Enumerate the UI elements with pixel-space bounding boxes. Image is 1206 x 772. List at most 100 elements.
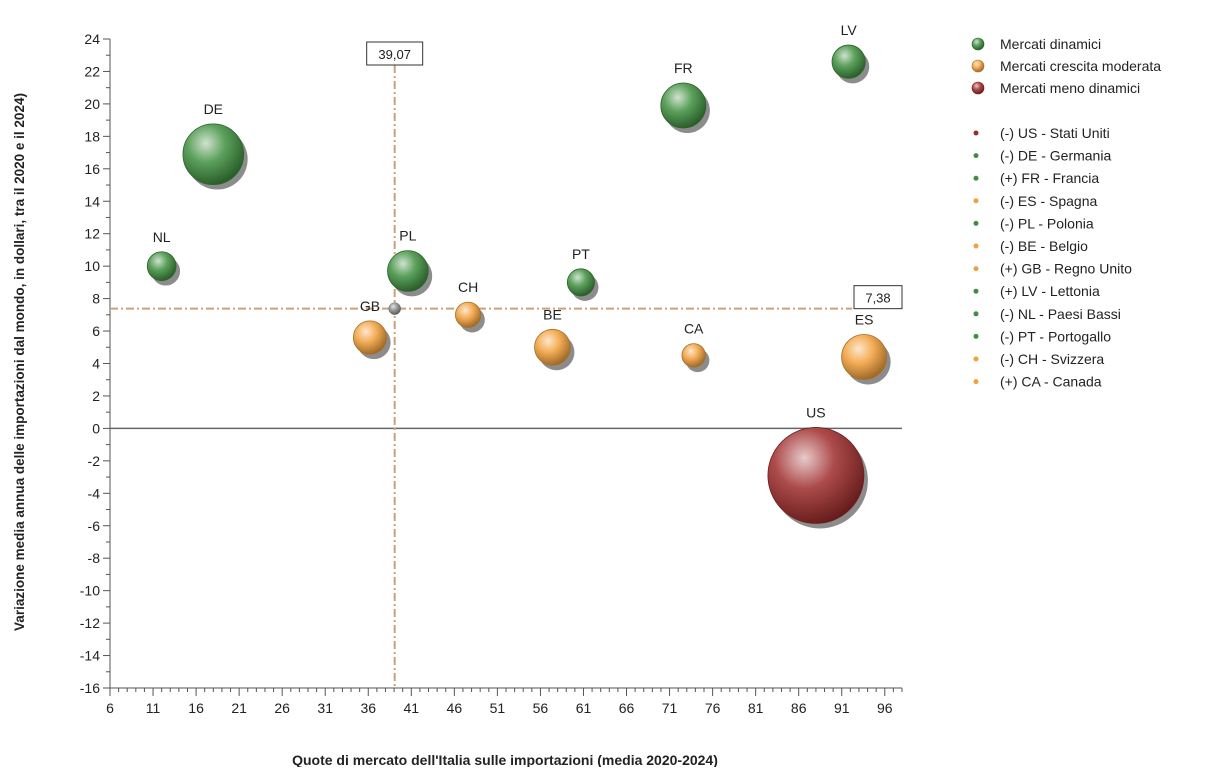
reference-lines: 39,07 7,38 — [110, 41, 903, 688]
y-tick-label: 18 — [84, 128, 100, 144]
x-axis-title: Quote di mercato dell'Italia sulle impor… — [292, 752, 718, 767]
legend-country-label-us: (-) US - Stati Uniti — [1000, 125, 1110, 141]
bubble-label-lv: LV — [841, 22, 858, 38]
legend-country-marker — [973, 153, 979, 159]
legend-country-label-es: (-) ES - Spagna — [1000, 193, 1097, 209]
legend-country-marker — [973, 333, 979, 339]
y-tick-label: -10 — [80, 583, 100, 599]
bubble-pl — [387, 250, 429, 292]
x-tick-label: 6 — [106, 700, 114, 716]
legend-country-marker — [973, 130, 979, 136]
y-tick-label: 4 — [92, 356, 100, 372]
y-tick-label: 16 — [84, 161, 100, 177]
y-tick-label: -8 — [88, 550, 101, 566]
x-tick-label: 51 — [490, 700, 506, 716]
bubble-label-pt: PT — [572, 246, 590, 262]
bubble-label-de: DE — [204, 101, 223, 117]
y-tick-label: -16 — [80, 680, 100, 696]
reference-intersection-marker — [388, 302, 401, 315]
bubbles — [146, 44, 891, 529]
y-reference-label: 7,38 — [865, 291, 890, 306]
y-tick-label: 12 — [84, 226, 100, 242]
bubble-de — [182, 123, 245, 185]
x-tick-label: 81 — [748, 700, 764, 716]
x-tick-label: 26 — [274, 700, 290, 716]
bubble-label-gb: GB — [360, 298, 380, 314]
y-tick-label: 22 — [84, 63, 100, 79]
x-tick-label: 56 — [533, 700, 549, 716]
bubble-labels: US DE FR ES PL BE GB LV NL PT CH CA — [153, 22, 874, 420]
bubble-pt — [566, 268, 595, 297]
y-tick-label: 20 — [84, 96, 100, 112]
bubble-ch — [455, 301, 482, 328]
legend-category-marker — [971, 59, 985, 73]
legend-country-marker — [973, 311, 979, 317]
bubble-es — [841, 334, 888, 380]
bubble-nl — [146, 251, 177, 281]
y-tick-label: 0 — [92, 420, 100, 436]
y-tick-label: -12 — [80, 615, 100, 631]
x-tick-label: 21 — [231, 700, 247, 716]
x-tick-label: 91 — [834, 700, 850, 716]
legend-country-marker — [973, 198, 979, 204]
y-axis-title: Variazione media annua delle importazion… — [12, 93, 27, 631]
legend-country-label-de: (-) DE - Germania — [1000, 148, 1111, 164]
bubble-label-be: BE — [543, 306, 562, 322]
x-tick-label: 71 — [662, 700, 678, 716]
y-tick-label: 10 — [84, 258, 100, 274]
y-tick-label: 2 — [92, 388, 100, 404]
legend-country-label-ch: (-) CH - Svizzera — [1000, 351, 1104, 367]
legend-category-label: Mercati meno dinamici — [1000, 80, 1140, 96]
x-tick-label: 61 — [576, 700, 592, 716]
legend-category-marker — [971, 81, 985, 95]
x-reference-label-box — [366, 41, 424, 66]
legend-country-marker — [973, 220, 979, 226]
x-tick-label: 16 — [188, 700, 204, 716]
y-tick-label: 14 — [84, 193, 100, 209]
bubble-label-es: ES — [855, 311, 874, 327]
legend-country-label-nl: (-) NL - Paesi Bassi — [1000, 306, 1121, 322]
legend-country-label-pt: (-) PT - Portogallo — [1000, 328, 1111, 344]
bubble-lv — [831, 44, 866, 79]
bubble-label-us: US — [806, 404, 825, 420]
y-tick-label: -2 — [88, 453, 101, 469]
x-tick-label: 11 — [146, 700, 161, 716]
legend-category-label: Mercati dinamici — [1000, 36, 1101, 52]
y-tick-label: 6 — [92, 323, 100, 339]
y-tick-label: 24 — [84, 31, 100, 47]
bubble-us — [767, 427, 865, 524]
bubble-label-ch: CH — [458, 279, 478, 295]
bubble-fr — [660, 82, 707, 129]
bubble-label-pl: PL — [399, 228, 416, 244]
legend-country-marker — [973, 243, 979, 249]
bubble-label-nl: NL — [153, 229, 171, 245]
bubble-gb — [352, 320, 388, 355]
x-tick-label: 86 — [791, 700, 807, 716]
bubble-ca — [681, 343, 706, 368]
legend-country-label-pl: (-) PL - Polonia — [1000, 215, 1094, 231]
legend-country-marker — [973, 356, 979, 362]
bubble-label-ca: CA — [684, 321, 704, 337]
bubble-label-fr: FR — [674, 60, 693, 76]
y-tick-label: 8 — [92, 291, 100, 307]
legend-country-marker — [973, 379, 979, 385]
x-tick-label: 31 — [317, 700, 333, 716]
legend-country-label-lv: (+) LV - Lettonia — [1000, 283, 1100, 299]
legend-country-label-ca: (+) CA - Canada — [1000, 374, 1102, 390]
x-tick-label: 46 — [447, 700, 463, 716]
bubble-be — [534, 328, 571, 366]
x-tick-label: 66 — [619, 700, 635, 716]
legend-country-label-fr: (+) FR - Francia — [1000, 170, 1099, 186]
x-tick-label: 76 — [705, 700, 721, 716]
axes: 242220181614121086420-2-4-6-8-10-12-14-1… — [80, 31, 903, 716]
legend-country-marker — [973, 175, 979, 181]
legend-country-label-be: (-) BE - Belgio — [1000, 238, 1088, 254]
x-reference-label: 39,07 — [378, 47, 411, 62]
legend-country-marker — [973, 288, 979, 294]
x-tick-label: 36 — [360, 700, 376, 716]
legend-category-marker — [971, 37, 985, 51]
legend-country-marker — [973, 266, 979, 272]
y-tick-label: -4 — [88, 485, 101, 501]
